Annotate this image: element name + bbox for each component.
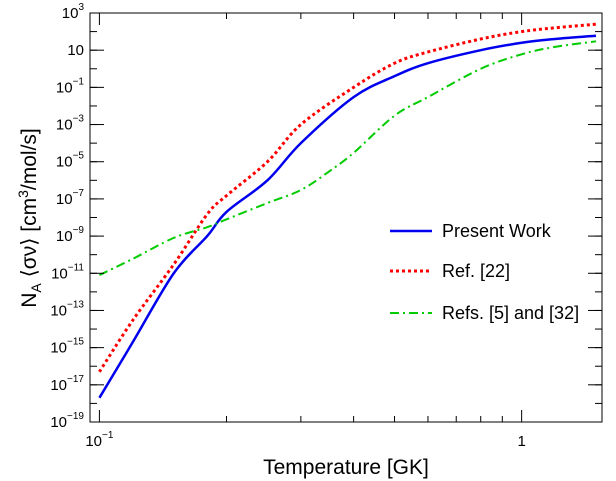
y-axis-label-part: N xyxy=(18,293,41,308)
tick-base: 10 xyxy=(50,302,67,319)
legend-label-refs-5-32: Refs. [5] and [32] xyxy=(442,303,579,323)
tick-exponent: −1 xyxy=(102,430,114,441)
tick-exponent: −13 xyxy=(67,299,84,310)
y-tick-label: 10−17 xyxy=(50,374,84,394)
y-axis-label-superscript: 3 xyxy=(15,190,31,198)
tick-base: 10 xyxy=(56,79,73,96)
tick-exponent: −19 xyxy=(67,411,84,422)
y-tick-label: 10−19 xyxy=(50,411,84,431)
y-tick-label: 10 xyxy=(67,42,84,59)
y-tick-label: 10−3 xyxy=(56,114,85,134)
tick-base: 10 xyxy=(85,433,102,450)
tick-base: 10 xyxy=(56,117,73,134)
tick-exponent: −11 xyxy=(68,262,85,273)
tick-exponent: −5 xyxy=(73,151,85,162)
tick-base: 10 xyxy=(56,191,73,208)
legend-label-ref-22: Ref. [22] xyxy=(442,261,510,281)
tick-exponent: −17 xyxy=(67,374,84,385)
y-axis-label-part: /mol/s] xyxy=(18,128,41,190)
legend-label-present-work: Present Work xyxy=(442,221,552,241)
x-axis-label: Temperature [GK] xyxy=(263,456,429,479)
tick-base: 10 xyxy=(50,414,67,431)
tick-base: 10 xyxy=(51,265,68,282)
y-axis-label-subscript: A xyxy=(28,283,44,293)
x-tick-label: 1 xyxy=(517,433,525,450)
series-line-1 xyxy=(98,22,597,373)
x-tick-label: 10−1 xyxy=(85,430,114,450)
tick-exponent: 3 xyxy=(78,2,84,13)
y-tick-label: 10−5 xyxy=(56,151,85,171)
tick-base: 10 xyxy=(50,377,67,394)
y-tick-label: 10−11 xyxy=(51,262,84,282)
y-axis-label: NA ⟨σν⟩ [cm3/mol/s] xyxy=(15,128,44,308)
series-layer xyxy=(98,22,597,399)
tick-base: 10 xyxy=(62,5,79,22)
tick-base: 10 xyxy=(50,340,67,357)
y-tick-label: 10−15 xyxy=(50,337,84,357)
axes-layer: 10−1 110−1910−1710−1510−1310−1110−910−710… xyxy=(50,2,602,450)
y-tick-label: 10−13 xyxy=(50,299,84,319)
y-tick-label: 10−9 xyxy=(56,225,85,245)
tick-exponent: −15 xyxy=(67,337,84,348)
y-axis-label-part: ⟨σν⟩ [cm xyxy=(18,198,41,283)
y-tick-label: 10−1 xyxy=(56,76,85,96)
tick-base: 1 xyxy=(517,433,525,450)
tick-exponent: −3 xyxy=(73,114,85,125)
y-tick-label: 103 xyxy=(62,2,85,22)
tick-exponent: −1 xyxy=(73,76,85,87)
tick-base: 10 xyxy=(56,154,73,171)
tick-base: 10 xyxy=(67,42,84,59)
series-line-0 xyxy=(98,34,597,399)
tick-exponent: −9 xyxy=(73,225,85,236)
y-tick-label: 10−7 xyxy=(56,188,85,208)
legend: Present Work Ref. [22] Refs. [5] and [32… xyxy=(390,221,579,323)
series-line-2 xyxy=(98,40,597,276)
tick-exponent: −7 xyxy=(73,188,85,199)
tick-base: 10 xyxy=(56,228,73,245)
